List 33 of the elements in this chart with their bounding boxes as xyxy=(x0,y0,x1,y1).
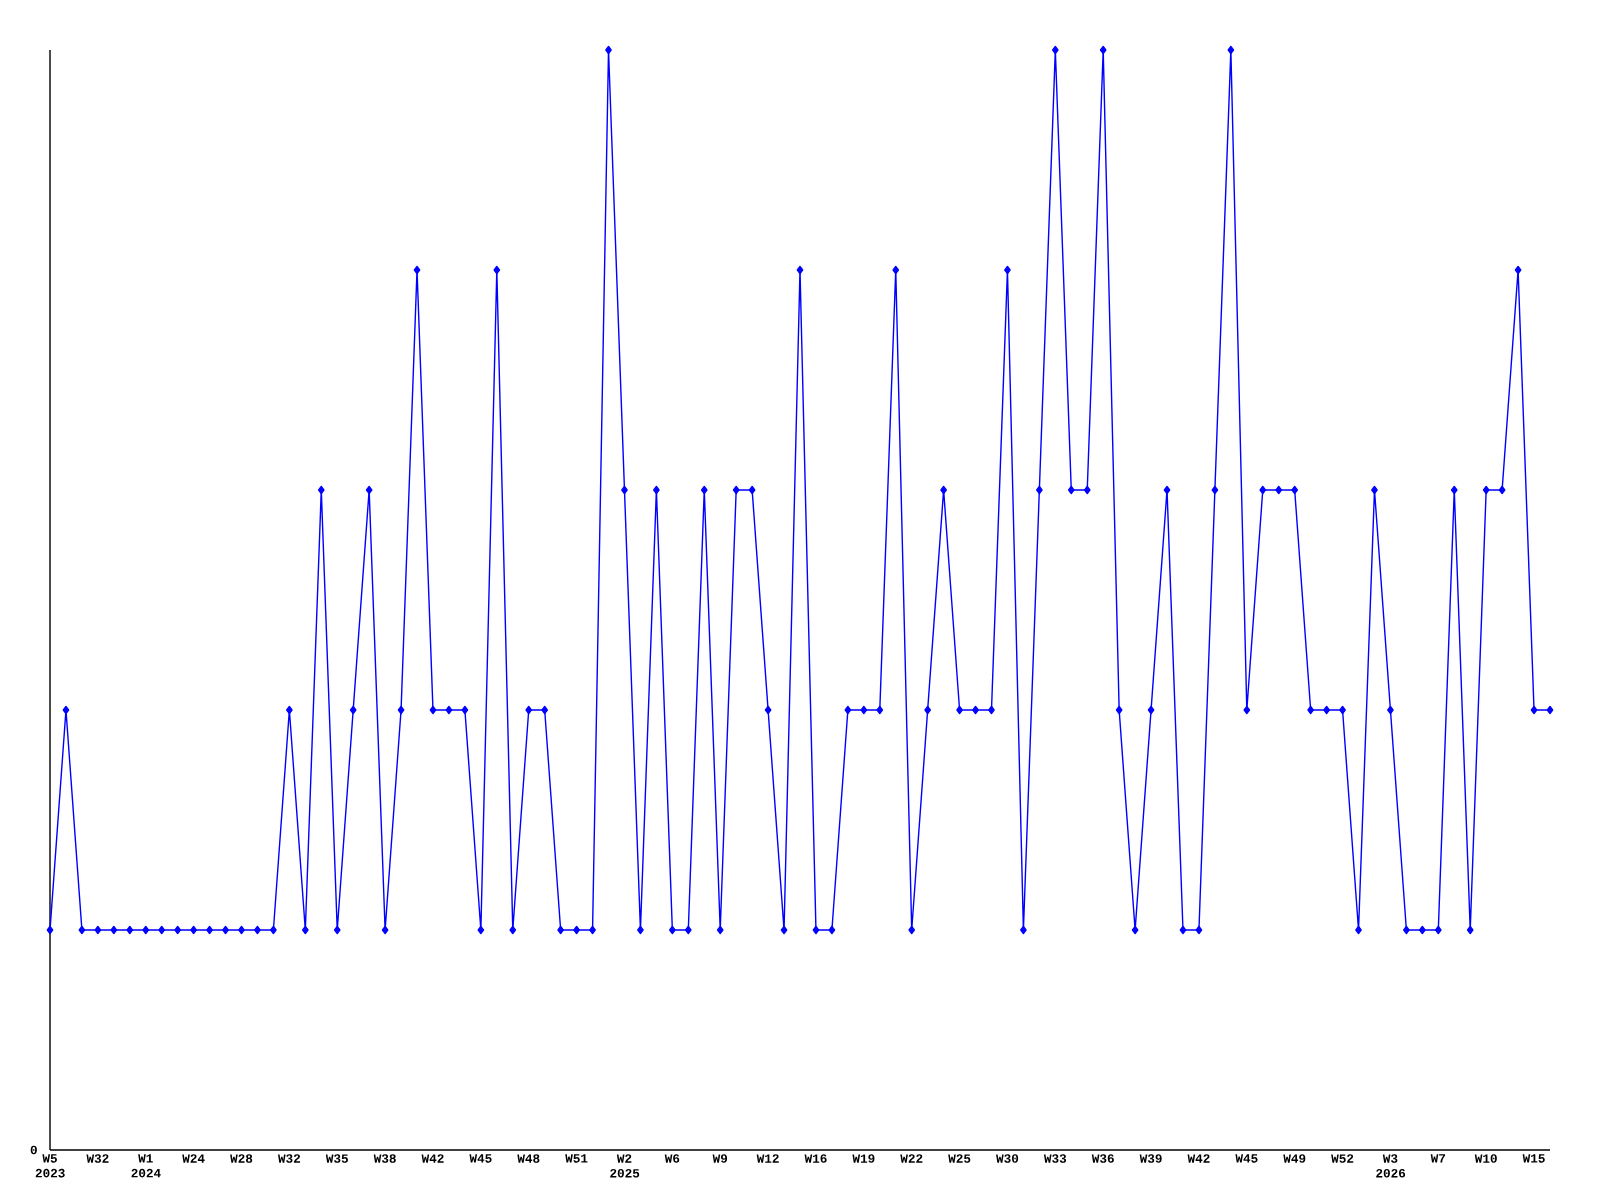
x-tick-label: W36 xyxy=(1091,1154,1114,1163)
x-tick-label: W51 xyxy=(565,1154,588,1163)
x-tick-label: W32 xyxy=(86,1154,109,1163)
x-tick-label: W3 2026 xyxy=(1376,1154,1406,1178)
text: 0 xyxy=(30,1145,37,1155)
x-tick-label: W1 2024 xyxy=(131,1154,161,1178)
x-tick-label: W22 xyxy=(900,1154,923,1163)
x-tick-label: W33 xyxy=(1043,1154,1067,1163)
x-tick-label: W12 xyxy=(756,1154,779,1163)
x-tick-label: W42 xyxy=(1187,1154,1210,1163)
x-tick-label: W25 xyxy=(948,1154,971,1163)
x-tick-label: W6 xyxy=(664,1154,680,1163)
x-tick-label: W45 xyxy=(469,1154,492,1163)
x-tick-label: W15 xyxy=(1522,1154,1545,1163)
x-tick-label: W28 xyxy=(230,1154,253,1163)
x-tick-label: W16 xyxy=(804,1154,827,1163)
x-tick-label: W38 xyxy=(373,1154,396,1163)
x-tick-label: W35 xyxy=(325,1154,348,1163)
x-tick-label: W45 xyxy=(1235,1154,1258,1163)
x-tick-label: W7 xyxy=(1430,1154,1446,1163)
x-tick-label: W9 xyxy=(712,1154,728,1163)
x-tick-label: W5 2023 xyxy=(35,1154,65,1178)
x-tick-label: W42 xyxy=(421,1154,444,1163)
x-tick-label: W32 xyxy=(277,1154,301,1163)
x-tick-label: W39 xyxy=(1139,1154,1162,1163)
x-tick-label: W30 xyxy=(996,1154,1019,1163)
x-tick-label: W52 xyxy=(1331,1154,1354,1163)
x-tick-label: W2 2025 xyxy=(610,1154,640,1178)
x-tick-label: W24 xyxy=(182,1154,205,1163)
x-tick-label: W19 xyxy=(852,1154,875,1163)
x-tick-label: W10 xyxy=(1474,1154,1497,1163)
x-tick-label: W49 xyxy=(1283,1154,1306,1163)
x-tick-label: W48 xyxy=(517,1154,540,1163)
